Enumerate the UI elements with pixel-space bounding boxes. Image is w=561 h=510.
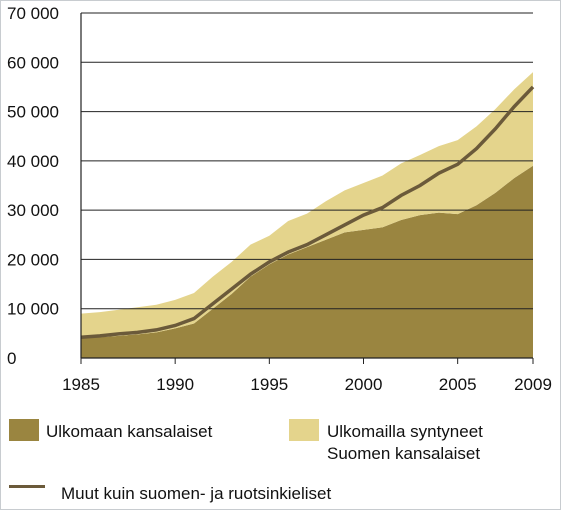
legend-label: Ulkomailla syntyneet Suomen kansalaiset: [327, 422, 483, 463]
legend-swatch: [289, 419, 319, 441]
y-tick-label: 60 000: [7, 53, 59, 72]
legend-swatch: [9, 419, 39, 441]
legend-label: Muut kuin suomen- ja ruotsinkieliset: [61, 484, 332, 503]
line: [80, 85, 535, 340]
y-tick-label: 20 000: [7, 250, 59, 269]
y-tick-label: 70 000: [7, 4, 59, 23]
legend-label: Ulkomaan kansalaiset: [46, 422, 213, 441]
x-tick-label: 1985: [62, 375, 100, 394]
x-tick-label: 2005: [439, 375, 477, 394]
area: [81, 165, 533, 358]
area: [81, 72, 533, 339]
y-tick-label: 0: [7, 349, 16, 368]
legend-swatch: [9, 485, 45, 488]
x-tick-label: 1990: [156, 375, 194, 394]
y-tick-label: 50 000: [7, 103, 59, 122]
y-tick-label: 10 000: [7, 300, 59, 319]
y-tick-label: 30 000: [7, 201, 59, 220]
x-tick-label: 1995: [250, 375, 288, 394]
x-tick-label: 2000: [345, 375, 383, 394]
plot: 0 10 000 20 000 30 000 40 000 50 000 60 000 70 …: [7, 4, 552, 394]
x-tick-label: 2009: [514, 375, 552, 394]
y-tick-label: 40 000: [7, 152, 59, 171]
